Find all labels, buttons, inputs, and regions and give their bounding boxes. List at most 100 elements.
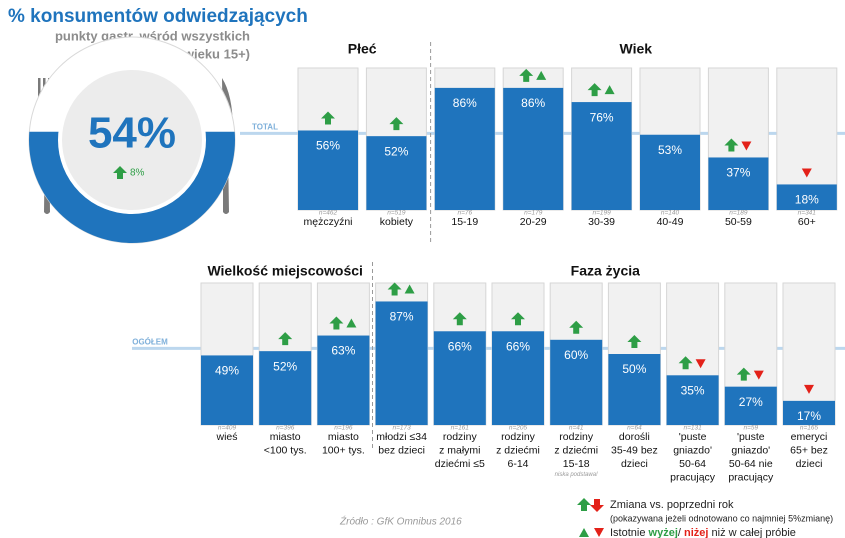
legend: Zmiana vs. poprzedni rok (pokazywana jeż… <box>577 498 833 538</box>
marker-arrow-up <box>569 320 584 334</box>
marker-arrow-up <box>587 83 602 97</box>
marker-triangle-up <box>536 70 547 80</box>
x-tick-label: młodzi ≤34 <box>376 431 427 443</box>
marker-arrow-up <box>627 335 642 348</box>
marker-triangle-down <box>801 168 812 178</box>
bar <box>492 331 544 425</box>
sample-label: n=165 <box>800 425 819 432</box>
legend-separator: / <box>678 527 682 538</box>
sample-label: n=59 <box>743 425 758 432</box>
sample-label: n=519 <box>387 210 406 217</box>
marker-triangle-up <box>604 85 615 95</box>
value-label: 66% <box>506 339 530 353</box>
x-tick-label: 50-64 <box>679 458 706 470</box>
legend-change-note: (pokazywana jeżeli odnotowano co najmnie… <box>610 513 833 523</box>
x-tick-label: miasto <box>328 431 359 443</box>
value-label: 52% <box>384 144 408 158</box>
marker-arrow-up <box>678 356 693 370</box>
note: niska podstawa! <box>555 472 598 478</box>
x-tick-label: 50-64 nie <box>729 458 773 470</box>
marker-arrow-up <box>736 367 751 381</box>
x-tick-label: rodziny <box>559 431 594 443</box>
marker-triangle-up <box>346 318 357 328</box>
legend-significance: Istotnie wyżej/ niżej niż w całej próbie <box>610 527 796 538</box>
marker-arrow-up <box>452 312 467 326</box>
x-tick-label: z dziećmi <box>496 444 540 456</box>
x-tick-label: 20-29 <box>520 216 547 228</box>
x-tick-label: pracujący <box>670 471 716 483</box>
x-tick-label: 30-39 <box>588 216 615 228</box>
sample-label: n=41 <box>569 425 584 432</box>
x-tick-label: dzieci <box>621 458 648 470</box>
marker-triangle-down <box>695 359 706 369</box>
group-title: Faza życia <box>571 263 640 279</box>
value-label: 87% <box>390 310 414 324</box>
group-title: Płeć <box>348 41 377 57</box>
value-label: 17% <box>797 409 821 423</box>
sample-label: n=64 <box>627 425 642 432</box>
x-tick-label: gniazdo' <box>731 444 770 456</box>
x-tick-label: <100 tys. <box>264 444 307 456</box>
bar <box>783 400 835 425</box>
value-label: 52% <box>273 359 297 373</box>
group-title: Wielkość miejscowości <box>207 263 363 279</box>
value-label: 37% <box>726 166 750 180</box>
x-tick-label: 15-18 <box>563 458 590 470</box>
x-tick-label: 15-19 <box>451 216 478 228</box>
x-tick-label: bez dzieci <box>378 444 425 456</box>
x-tick-label: 'puste <box>737 431 765 443</box>
x-tick-label: dziećmi ≤5 <box>435 458 485 470</box>
sample-label: n=409 <box>218 425 237 432</box>
marker-arrow-up <box>511 312 525 326</box>
legend-arrow-up <box>577 498 591 511</box>
value-label: 56% <box>316 139 340 153</box>
sample-label: n=76 <box>457 210 472 217</box>
sample-label: n=131 <box>683 425 702 432</box>
value-label: 86% <box>453 96 477 110</box>
x-tick-label: 65+ bez <box>790 444 828 456</box>
sample-label: n=396 <box>276 425 295 432</box>
marker-arrow-up <box>278 332 293 346</box>
value-label: 49% <box>215 364 239 378</box>
x-tick-label: pracujący <box>728 471 774 483</box>
bar <box>434 87 495 210</box>
sample-label: n=462 <box>319 210 338 217</box>
x-tick-label: miasto <box>270 431 301 443</box>
value-label: 60% <box>564 348 588 362</box>
x-tick-label: z małymi <box>439 444 480 456</box>
legend-change: Zmiana vs. poprzedni rok <box>610 499 734 511</box>
x-tick-label: 100+ tys. <box>322 444 365 456</box>
value-label: 66% <box>448 339 472 353</box>
subtitle: punkty gastr. wśród wszystkich <box>55 28 250 43</box>
marker-triangle-up <box>404 284 415 294</box>
x-tick-label: z dziećmi <box>554 444 598 456</box>
sample-label: n=205 <box>509 425 528 432</box>
bar <box>776 184 837 210</box>
bar <box>666 375 719 425</box>
source: Źródło : GfK Omnibus 2016 <box>339 515 462 528</box>
x-tick-label: mężczyźni <box>303 216 352 228</box>
legend-triangle-down <box>594 528 604 537</box>
x-tick-label: 6-14 <box>507 458 528 470</box>
legend-lower: niżej <box>684 527 708 538</box>
x-tick-label: dorośli <box>619 431 650 443</box>
marker-triangle-down <box>753 370 764 380</box>
sample-label: n=173 <box>392 425 411 432</box>
donut-center <box>58 66 206 214</box>
value-label: 50% <box>622 362 646 376</box>
sample-label: n=140 <box>661 210 680 217</box>
x-tick-label: kobiety <box>380 216 414 228</box>
sample-label: n=161 <box>451 425 470 432</box>
value-label: 86% <box>521 96 545 110</box>
bar <box>724 386 777 425</box>
legend-triangle-up <box>579 528 589 537</box>
bar <box>550 339 603 425</box>
x-tick-label: wieś <box>215 431 237 443</box>
x-tick-label: 'puste <box>679 431 707 443</box>
x-tick-label: gniazdo' <box>673 444 712 456</box>
bar <box>201 355 253 425</box>
x-tick-label: 40-49 <box>657 216 684 228</box>
legend-higher: wyżej <box>648 527 678 538</box>
